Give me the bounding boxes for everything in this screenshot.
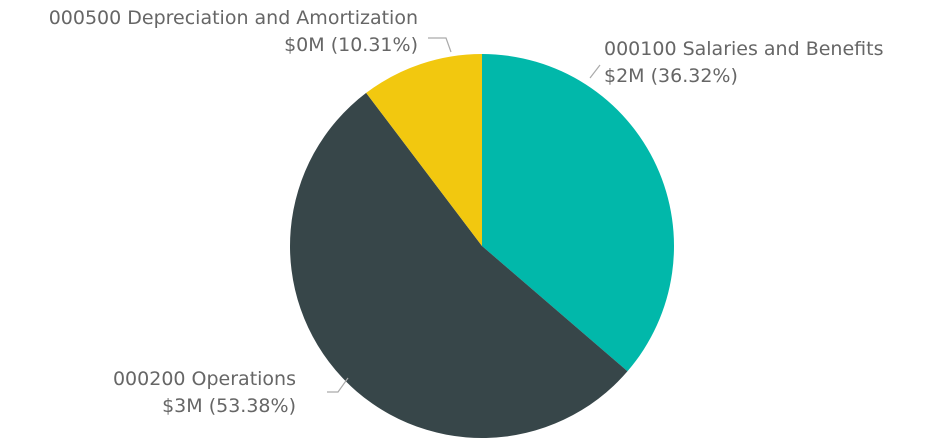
slice-value-label-operations: $3M (53.38%)	[162, 395, 296, 417]
slice-percent-operations: (53.38%)	[209, 395, 296, 417]
pie-slices	[290, 54, 675, 438]
slice-percent-depreciation: (10.31%)	[331, 34, 418, 56]
slice-label-depreciation: 000500 Depreciation and Amortization	[49, 7, 418, 29]
slice-value-salaries: $2M	[604, 65, 645, 87]
slice-category-salaries: 000100 Salaries and Benefits	[604, 38, 883, 60]
pie-slice-salaries[interactable]	[482, 54, 675, 372]
slice-percent-salaries: (36.32%)	[651, 65, 738, 87]
leader-line-salaries	[589, 64, 601, 79]
slice-label-operations: 000200 Operations	[113, 368, 296, 390]
slice-value-label-salaries: $2M (36.32%)	[604, 65, 738, 87]
pie-slice-depreciation[interactable]	[366, 54, 482, 246]
slice-value-operations: $3M	[162, 395, 203, 417]
slice-category-operations: 000200 Operations	[113, 368, 296, 390]
leader-line-operations	[327, 377, 349, 393]
leader-line-depreciation	[428, 37, 452, 53]
pie-slice-operations[interactable]	[290, 92, 628, 438]
slice-value-label-depreciation: $0M (10.31%)	[284, 34, 418, 56]
slice-label-salaries: 000100 Salaries and Benefits	[604, 38, 883, 60]
slice-category-depreciation: 000500 Depreciation and Amortization	[49, 7, 418, 29]
slice-value-depreciation: $0M	[284, 34, 325, 56]
